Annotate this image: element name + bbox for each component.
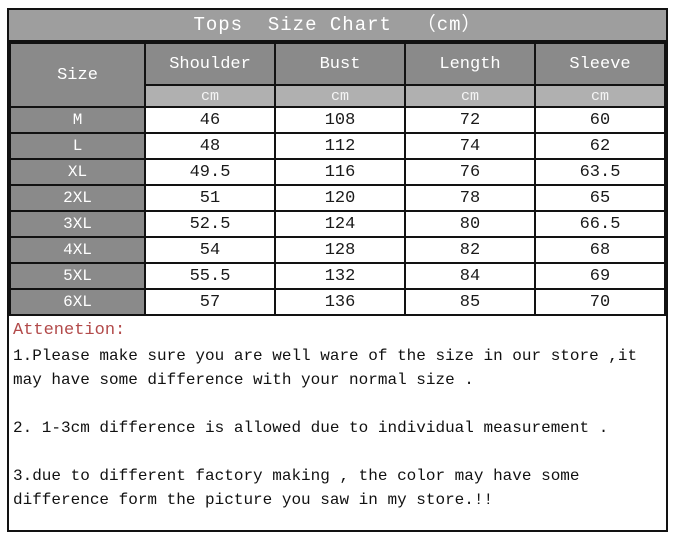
value-cell: 46 — [144, 106, 276, 134]
column-header-sleeve: Sleeve — [534, 42, 666, 86]
column-header-shoulder: Shoulder — [144, 42, 276, 86]
unit-cell: cm — [404, 84, 536, 108]
unit-cell: cm — [144, 84, 276, 108]
attention-heading: Attenetion: — [13, 321, 126, 340]
table-row: 2XL 51 120 78 65 — [9, 184, 666, 212]
size-label: 3XL — [9, 210, 146, 238]
value-cell: 68 — [534, 236, 666, 264]
table-row: 5XL 55.5 132 84 69 — [9, 262, 666, 290]
size-label: M — [9, 106, 146, 134]
value-cell: 60 — [534, 106, 666, 134]
value-cell: 52.5 — [144, 210, 276, 238]
table-row: M 46 108 72 60 — [9, 106, 666, 134]
column-header-bust: Bust — [274, 42, 406, 86]
value-cell: 124 — [274, 210, 406, 238]
unit-row: cm cm cm cm — [10, 84, 666, 108]
value-cell: 70 — [534, 288, 666, 316]
value-cell: 51 — [144, 184, 276, 212]
table-row: L 48 112 74 62 — [9, 132, 666, 160]
value-cell: 80 — [404, 210, 536, 238]
value-cell: 55.5 — [144, 262, 276, 290]
value-cell: 76 — [404, 158, 536, 186]
unit-cell: cm — [274, 84, 406, 108]
value-cell: 112 — [274, 132, 406, 160]
size-label: 4XL — [9, 236, 146, 264]
value-cell: 120 — [274, 184, 406, 212]
value-cell: 48 — [144, 132, 276, 160]
value-cell: 74 — [404, 132, 536, 160]
value-cell: 84 — [404, 262, 536, 290]
value-cell: 128 — [274, 236, 406, 264]
corner-header-size: Size — [9, 42, 146, 108]
value-cell: 49.5 — [144, 158, 276, 186]
size-label: L — [9, 132, 146, 160]
table-row: XL 49.5 116 76 63.5 — [9, 158, 666, 186]
value-cell: 63.5 — [534, 158, 666, 186]
unit-cell: cm — [534, 84, 666, 108]
attention-notes: Attenetion: 1.Please make sure you are w… — [9, 316, 666, 516]
size-label: 6XL — [9, 288, 146, 316]
table-row: 6XL 57 136 85 70 — [9, 288, 666, 316]
value-cell: 69 — [534, 262, 666, 290]
chart-title: Tops Size Chart （cm） — [9, 10, 666, 42]
table-row: 4XL 54 128 82 68 — [9, 236, 666, 264]
value-cell: 108 — [274, 106, 406, 134]
column-header-row: Size Shoulder Bust Length Sleeve — [9, 42, 666, 108]
size-label: 2XL — [9, 184, 146, 212]
size-label: XL — [9, 158, 146, 186]
value-cell: 72 — [404, 106, 536, 134]
note-item-2: 2. 1-3cm difference is allowed due to in… — [13, 419, 609, 437]
value-cell: 78 — [404, 184, 536, 212]
value-cell: 132 — [274, 262, 406, 290]
note-item-3: 3.due to different factory making , the … — [13, 467, 580, 509]
size-label: 5XL — [9, 262, 146, 290]
value-cell: 57 — [144, 288, 276, 316]
value-cell: 66.5 — [534, 210, 666, 238]
size-chart-table: Size Shoulder Bust Length Sleeve cm cm c… — [9, 42, 666, 316]
size-chart-panel: Tops Size Chart （cm） Size Shoulder Bust … — [7, 8, 668, 532]
value-cell: 54 — [144, 236, 276, 264]
value-cell: 62 — [534, 132, 666, 160]
value-cell: 116 — [274, 158, 406, 186]
value-cell: 85 — [404, 288, 536, 316]
value-cell: 82 — [404, 236, 536, 264]
value-cell: 65 — [534, 184, 666, 212]
note-item-1: 1.Please make sure you are well ware of … — [13, 347, 638, 389]
table-row: 3XL 52.5 124 80 66.5 — [9, 210, 666, 238]
column-header-length: Length — [404, 42, 536, 86]
value-cell: 136 — [274, 288, 406, 316]
